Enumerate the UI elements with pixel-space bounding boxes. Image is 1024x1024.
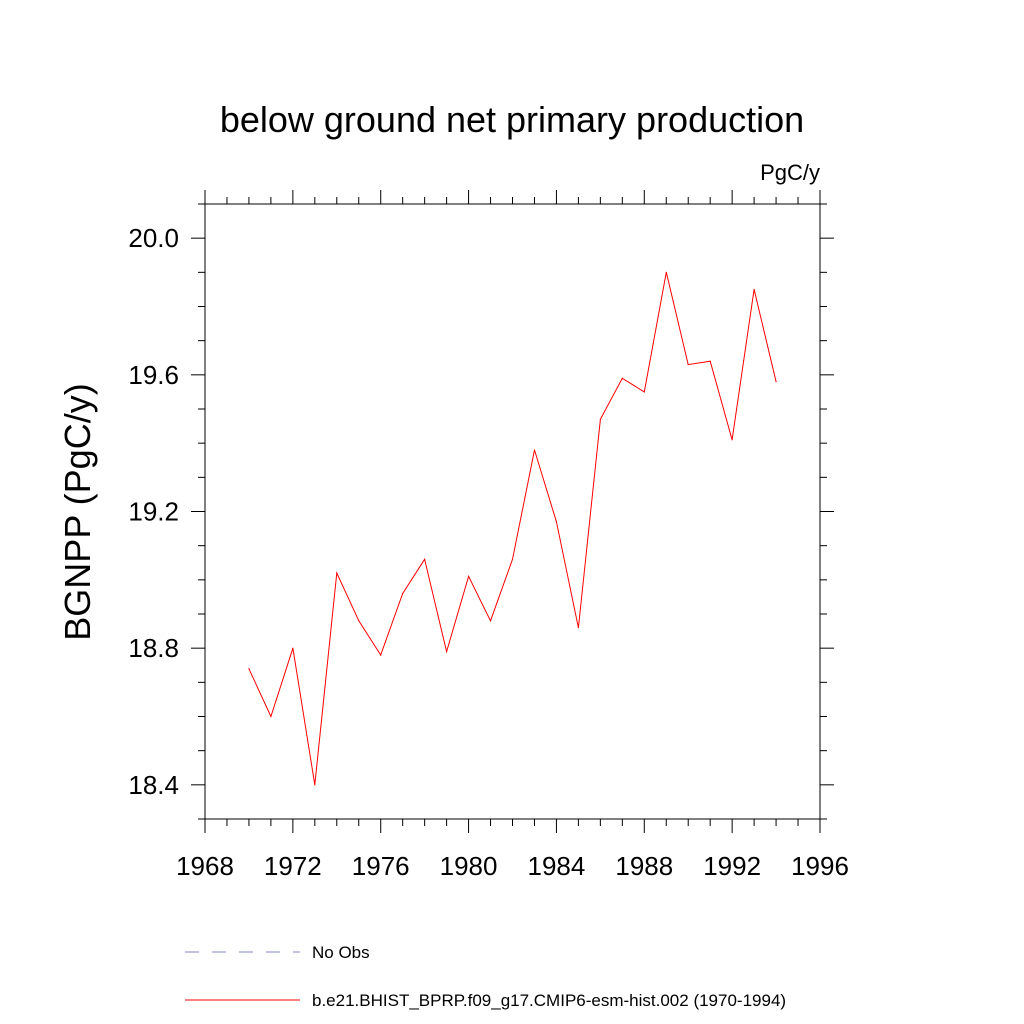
legend-label: No Obs [312,943,370,962]
y-tick-label: 20.0 [128,223,179,253]
data-point [358,620,360,622]
y-tick-label: 19.2 [128,497,179,527]
data-point [555,521,558,523]
x-tick-label: 1996 [791,851,849,881]
data-point [533,449,536,451]
x-tick-label: 1988 [615,851,673,881]
data-point [577,627,579,629]
x-tick-label: 1968 [176,851,234,881]
data-point [511,558,514,560]
y-tick-label: 19.6 [128,360,179,390]
data-point [314,784,316,786]
chart-title: below ground net primary production [220,99,804,140]
data-point [489,620,492,622]
data-point [665,271,667,273]
axes: 1968 1972 1976 1980 1984 1988 1992 1996 18.4 18.8… [128,190,849,881]
data-point [424,558,426,560]
data-point [336,572,338,574]
data-point [292,647,294,649]
data-point [731,439,733,441]
legend-label: b.e21.BHIST_BPRP.f09_g17.CMIP6-esm-hist.… [312,991,786,1010]
data-point [467,575,470,578]
x-tick-label: 1980 [440,851,498,881]
data-point [270,715,272,718]
x-tick-label: 1992 [703,851,761,881]
units-label: PgC/y [760,160,820,185]
data-point [687,363,689,366]
x-tick-label: 1984 [528,851,586,881]
data-point [446,650,448,653]
data-point [709,360,711,362]
legend: No Obs b.e21.BHIST_BPRP.f09_g17.CMIP6-esm… [185,943,786,1010]
series-line [248,272,777,785]
data-point [380,654,382,656]
plot-frame [204,203,821,820]
data-point [775,381,777,383]
x-tick-label: 1972 [264,851,322,881]
y-axis-label: BGNPP (PgC/y) [57,383,98,640]
data-point [402,592,404,595]
data-point [643,391,645,393]
data-point [753,288,755,291]
data-point [621,377,623,379]
data-point [599,418,601,420]
y-tick-label: 18.8 [128,633,179,663]
y-tick-label: 18.4 [128,770,179,800]
plot-area [248,271,777,786]
x-tick-label: 1976 [352,851,410,881]
data-point [248,668,250,670]
